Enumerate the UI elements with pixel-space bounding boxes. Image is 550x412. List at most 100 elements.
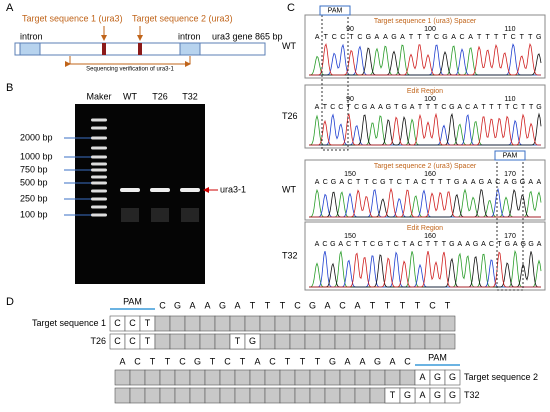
cell bbox=[264, 369, 281, 386]
verification-label: Sequencing verification of ura3-1 bbox=[86, 67, 174, 73]
base: C bbox=[460, 34, 465, 41]
base: G bbox=[378, 241, 383, 248]
base: T bbox=[528, 34, 533, 41]
ladder-band bbox=[91, 189, 107, 193]
position-label: 100 bbox=[424, 26, 436, 33]
header-base: G bbox=[219, 300, 226, 310]
cell bbox=[259, 333, 276, 350]
base: T bbox=[442, 241, 447, 248]
position-label: 100 bbox=[424, 96, 436, 103]
pam-label: PAM bbox=[428, 352, 447, 362]
base: C bbox=[347, 179, 352, 186]
position-label: 90 bbox=[346, 26, 354, 33]
base: G bbox=[528, 241, 533, 248]
cell bbox=[334, 315, 351, 332]
cell bbox=[334, 333, 351, 350]
base: A bbox=[400, 34, 405, 41]
intron-label: intron bbox=[20, 31, 43, 41]
base: G bbox=[442, 34, 447, 41]
header-base: C bbox=[134, 356, 141, 366]
row-label: Target sequence 1 bbox=[32, 318, 106, 328]
base: G bbox=[449, 241, 454, 248]
base: C bbox=[357, 34, 362, 41]
insert-base: G bbox=[249, 336, 256, 346]
pam-tag bbox=[494, 150, 526, 161]
base: T bbox=[324, 34, 329, 41]
sample-label: WT bbox=[282, 184, 296, 194]
header-base: A bbox=[389, 356, 395, 366]
base: T bbox=[430, 179, 435, 186]
header-base: T bbox=[300, 356, 306, 366]
base: T bbox=[434, 241, 439, 248]
intron-label: intron bbox=[178, 31, 201, 41]
intron bbox=[179, 42, 201, 56]
base: C bbox=[434, 34, 439, 41]
header-base: A bbox=[234, 300, 240, 310]
base: G bbox=[505, 241, 510, 248]
cell-base: T bbox=[145, 318, 151, 328]
cell bbox=[289, 333, 306, 350]
base: T bbox=[497, 104, 502, 111]
insert-base: G bbox=[404, 390, 411, 400]
base: C bbox=[465, 104, 470, 111]
cell bbox=[214, 333, 231, 350]
base: A bbox=[378, 104, 383, 111]
ladder-band bbox=[91, 213, 107, 217]
insert-base: T bbox=[235, 336, 241, 346]
header-base: T bbox=[285, 356, 291, 366]
panel-label: D bbox=[6, 296, 14, 308]
cell bbox=[144, 387, 161, 404]
cell-base: G bbox=[434, 372, 441, 382]
header-base: C bbox=[404, 356, 411, 366]
base: G bbox=[473, 241, 478, 248]
base: T bbox=[529, 104, 534, 111]
cell bbox=[214, 315, 231, 332]
cell bbox=[169, 333, 186, 350]
base: G bbox=[391, 34, 396, 41]
base: A bbox=[315, 241, 320, 248]
base: A bbox=[410, 241, 415, 248]
header-base: T bbox=[400, 300, 406, 310]
cell bbox=[394, 315, 411, 332]
cell bbox=[369, 369, 386, 386]
cell bbox=[289, 315, 306, 332]
trace bbox=[309, 187, 541, 218]
smear bbox=[181, 208, 199, 222]
cell bbox=[204, 369, 221, 386]
header-base: C bbox=[294, 300, 301, 310]
position-label: 110 bbox=[504, 26, 515, 33]
panel-label: A bbox=[6, 2, 14, 14]
base: T bbox=[323, 104, 328, 111]
cell bbox=[114, 387, 131, 404]
cell bbox=[349, 315, 366, 332]
sample-label: T32 bbox=[282, 250, 298, 260]
cell bbox=[219, 369, 236, 386]
header-base: G bbox=[329, 356, 336, 366]
base: T bbox=[520, 34, 525, 41]
cell bbox=[249, 387, 266, 404]
base: C bbox=[346, 241, 351, 248]
base: T bbox=[426, 104, 431, 111]
cell bbox=[294, 369, 311, 386]
base: T bbox=[417, 34, 422, 41]
ladder-band bbox=[91, 175, 107, 179]
position-label: 170 bbox=[504, 233, 516, 240]
header-base: T bbox=[370, 300, 376, 310]
header-base: T bbox=[265, 300, 271, 310]
cell-base: G bbox=[434, 390, 441, 400]
base: A bbox=[315, 179, 320, 186]
ladder-band bbox=[91, 155, 107, 159]
base: C bbox=[323, 179, 328, 186]
sample-band bbox=[150, 188, 170, 192]
header-base: G bbox=[194, 356, 201, 366]
cell bbox=[219, 387, 236, 404]
cell bbox=[159, 369, 176, 386]
target-site bbox=[138, 43, 142, 55]
base: G bbox=[366, 34, 371, 41]
base: T bbox=[485, 34, 490, 41]
cell bbox=[274, 333, 291, 350]
base: C bbox=[397, 179, 402, 186]
pam-label: PAM bbox=[503, 152, 518, 159]
cell bbox=[274, 315, 291, 332]
cell-base: G bbox=[449, 372, 456, 382]
